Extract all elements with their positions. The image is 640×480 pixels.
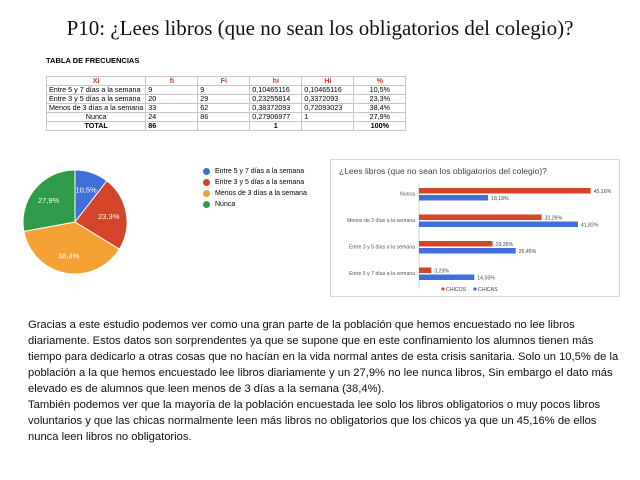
pie-slice <box>23 221 120 275</box>
table-cell: 86 <box>145 121 199 131</box>
table-cell: 24 <box>145 112 199 122</box>
table-cell: 0,27906977 <box>249 112 303 122</box>
table-cell: TOTAL <box>45 121 147 131</box>
bar-value-label: 18,18% <box>491 196 509 202</box>
table-cell: Nunca <box>45 112 147 122</box>
table-cell: 9 <box>145 85 199 95</box>
table-row: Entre 3 y 5 días a la semana 20 29 0,232… <box>45 94 407 104</box>
table-cell: 62 <box>197 103 251 113</box>
bar <box>419 221 578 227</box>
category-label: Nunca <box>400 192 415 198</box>
bar-value-label: 41,82% <box>581 223 599 229</box>
bar <box>419 195 489 201</box>
col-header-percent: % <box>353 76 407 86</box>
col-header-fi-cum: Fi <box>197 76 251 86</box>
table-cell: 38,4% <box>353 103 407 113</box>
table-cell <box>197 121 251 131</box>
table-cell: 0,10465116 <box>249 85 303 95</box>
pie-slice-label: 27,9% <box>38 196 60 205</box>
bar-value-label: 45,16% <box>594 189 612 195</box>
col-header-fi: fi <box>145 76 199 86</box>
table-row: Entre 5 y 7 días a la semana 9 9 0,10465… <box>45 85 407 95</box>
col-header-hi: hi <box>249 76 303 86</box>
pie-slice-label: 23,3% <box>98 212 120 221</box>
table-cell: 27,9% <box>353 112 407 122</box>
col-header-xi: Xi <box>45 76 147 86</box>
bar <box>419 267 432 273</box>
category-label: Entre 3 y 5 días a la semana <box>349 245 415 251</box>
pie-legend: Entre 5 y 7 días a la semana Entre 3 y 5… <box>203 166 307 210</box>
legend-swatch <box>203 168 210 175</box>
legend-item: Entre 3 y 5 días a la semana <box>203 177 307 188</box>
table-cell: 9 <box>197 85 251 95</box>
legend-swatch <box>441 287 445 291</box>
pie-chart: 10,5% 23,3% 38,4% 27,9% <box>22 169 128 275</box>
bar-value-label: 19,35% <box>496 242 514 248</box>
legend-label: CHICOS <box>446 287 467 293</box>
legend-label: Entre 5 y 7 días a la semana <box>215 168 305 175</box>
frequency-table: Xi fi Fi hi Hi % Entre 5 y 7 días a la s… <box>45 76 407 131</box>
table-cell: 23,3% <box>353 94 407 104</box>
bar-value-label: 3,23% <box>434 269 449 275</box>
legend-swatch <box>473 287 477 291</box>
paragraph: También podemos ver que la mayoría de la… <box>28 399 601 443</box>
table-cell: 0,3372093 <box>301 94 355 104</box>
bar-value-label: 32,26% <box>545 216 563 222</box>
table-cell: 0,23255814 <box>249 94 303 104</box>
table-cell: 86 <box>197 112 251 122</box>
table-cell <box>301 121 355 131</box>
bar <box>419 214 542 220</box>
legend-item: Menos de 3 días a la semana <box>203 188 307 199</box>
bar <box>419 188 591 194</box>
table-cell: 0,38372093 <box>249 103 303 113</box>
legend-label: Nunca <box>215 201 236 208</box>
chart-title: ¿Lees libros (que no sean los obligatori… <box>339 166 547 176</box>
pie-slice-label: 38,4% <box>58 252 80 261</box>
table-cell: Entre 5 y 7 días a la semana <box>45 85 147 95</box>
bar <box>419 241 493 247</box>
bar <box>419 274 475 280</box>
table-header-row: Xi fi Fi hi Hi % <box>45 76 407 86</box>
bar-chart: ¿Lees libros (que no sean los obligatori… <box>339 166 612 293</box>
bar-chart-panel: ¿Lees libros (que no sean los obligatori… <box>330 159 620 297</box>
page-title: P10: ¿Lees libros (que no sean los oblig… <box>66 16 574 40</box>
table-cell: 100% <box>353 121 407 131</box>
bar-value-label: 25,45% <box>519 249 537 255</box>
table-cell: 33 <box>145 103 199 113</box>
pie-slice <box>22 169 76 232</box>
table-total-row: TOTAL 86 1 100% <box>45 121 407 131</box>
category-label: Entre 5 y 7 días a la semana <box>349 271 415 277</box>
table-cell: 20 <box>145 94 199 104</box>
table-cell: 0,10465116 <box>301 85 355 95</box>
conclusion-text: Gracias a este estudio podemos ver como … <box>28 317 620 445</box>
col-header-hi-cum: Hi <box>301 76 355 86</box>
table-cell: 29 <box>197 94 251 104</box>
bar <box>419 248 516 254</box>
table-cell: 10,5% <box>353 85 407 95</box>
legend-label: CHICAS <box>478 287 498 293</box>
table-row: Menos de 3 días a la semana 33 62 0,3837… <box>45 103 407 113</box>
legend-label: Menos de 3 días a la semana <box>215 190 307 197</box>
bar-value-label: 14,55% <box>477 276 495 282</box>
legend-item: Nunca <box>203 199 307 210</box>
table-cell: Menos de 3 días a la semana <box>45 103 147 113</box>
table-row: Nunca 24 86 0,27906977 1 27,9% <box>45 112 407 122</box>
category-label: Menos de 3 días a la semana <box>347 218 415 224</box>
table-cell: 1 <box>249 121 303 131</box>
table-caption: TABLA DE FRECUENCIAS <box>46 56 140 65</box>
table-cell: Entre 3 y 5 días a la semana <box>45 94 147 104</box>
table-cell: 1 <box>301 112 355 122</box>
legend-label: Entre 3 y 5 días a la semana <box>215 179 305 186</box>
paragraph: Gracias a este estudio podemos ver como … <box>28 319 619 395</box>
table-cell: 0,72093023 <box>301 103 355 113</box>
legend-swatch <box>203 179 210 186</box>
legend-swatch <box>203 201 210 208</box>
pie-slice-label: 10,5% <box>75 186 97 195</box>
legend-item: Entre 5 y 7 días a la semana <box>203 166 307 177</box>
pie-slice <box>74 180 128 250</box>
legend-swatch <box>203 190 210 197</box>
